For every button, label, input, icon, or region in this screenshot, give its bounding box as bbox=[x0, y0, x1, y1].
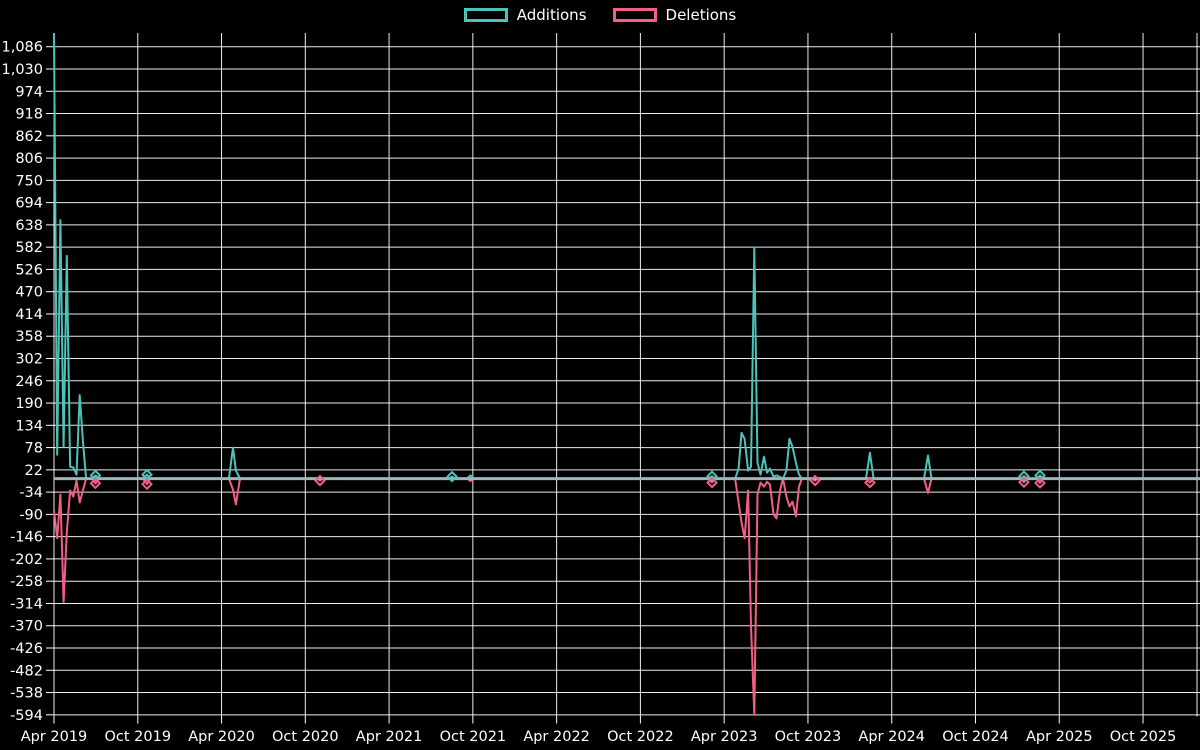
x-tick-label: Apr 2022 bbox=[523, 729, 590, 745]
x-tick-label: Oct 2020 bbox=[272, 729, 339, 745]
y-tick-label: 1,030 bbox=[1, 62, 43, 78]
legend-label-deletions: Deletions bbox=[665, 6, 737, 24]
deletions-point-marker bbox=[314, 474, 326, 487]
x-tick-label: Oct 2019 bbox=[104, 729, 171, 745]
y-tick-label: 694 bbox=[15, 196, 43, 212]
y-tick-label: -34 bbox=[19, 485, 43, 501]
y-tick-label: 134 bbox=[15, 418, 43, 434]
y-tick-label: 414 bbox=[15, 307, 43, 323]
y-tick-label: 470 bbox=[15, 285, 43, 301]
x-tick-label: Oct 2024 bbox=[942, 729, 1009, 745]
deletions-point-marker bbox=[864, 476, 876, 489]
deletions-swatch-icon bbox=[612, 8, 657, 22]
x-tick-label: Apr 2024 bbox=[858, 729, 925, 745]
y-tick-label: 582 bbox=[15, 240, 43, 256]
x-tick-label: Oct 2021 bbox=[440, 729, 507, 745]
additions-line bbox=[53, 33, 1198, 480]
chart-legend: Additions Deletions bbox=[0, 7, 1200, 23]
x-tick-label: Oct 2025 bbox=[1110, 729, 1177, 745]
x-tick-label: Apr 2021 bbox=[356, 729, 423, 745]
y-tick-label: 302 bbox=[15, 352, 43, 368]
y-tick-label: -258 bbox=[10, 574, 43, 590]
x-tick-label: Apr 2019 bbox=[21, 729, 88, 745]
y-tick-label: -146 bbox=[10, 530, 43, 546]
deletions-point-marker bbox=[89, 477, 102, 490]
y-tick-label: 526 bbox=[15, 262, 43, 278]
additions-point-marker bbox=[446, 470, 458, 483]
y-tick-label: -482 bbox=[10, 663, 43, 679]
y-tick-label: 358 bbox=[15, 329, 43, 345]
legend-item-deletions[interactable]: Deletions bbox=[612, 6, 737, 24]
deletions-point-marker bbox=[706, 476, 718, 489]
deletions-point-marker bbox=[1034, 477, 1046, 489]
x-tick-label: Apr 2025 bbox=[1026, 729, 1093, 745]
legend-label-additions: Additions bbox=[516, 6, 587, 24]
deletions-point-marker bbox=[141, 478, 153, 491]
y-tick-label: 190 bbox=[15, 396, 43, 412]
y-tick-label: 638 bbox=[15, 218, 43, 234]
x-tick-label: Apr 2023 bbox=[691, 729, 758, 745]
y-tick-label: 1,086 bbox=[1, 40, 43, 56]
y-tick-label: 246 bbox=[15, 374, 43, 390]
y-tick-label: 78 bbox=[25, 441, 43, 457]
deletions-point-marker bbox=[1018, 476, 1030, 489]
y-tick-label: -202 bbox=[10, 552, 43, 568]
x-tick-label: Oct 2023 bbox=[775, 729, 842, 745]
gridlines: 1,086 1,030 974 918 862 806 750 694 638 582 526 470… bbox=[1, 33, 1200, 745]
y-tick-label: -426 bbox=[10, 641, 43, 657]
y-tick-label: -314 bbox=[10, 596, 43, 612]
y-tick-label: 974 bbox=[15, 84, 43, 100]
y-tick-label: -90 bbox=[19, 507, 43, 523]
additions-swatch-icon bbox=[463, 8, 508, 22]
y-tick-label: 22 bbox=[25, 463, 43, 479]
additions-point-marker bbox=[1034, 469, 1046, 482]
y-tick-label: 918 bbox=[15, 107, 43, 123]
y-tick-label: -594 bbox=[10, 708, 43, 724]
y-tick-label: 862 bbox=[15, 129, 43, 145]
y-tick-label: 806 bbox=[15, 151, 43, 167]
y-tick-label: -538 bbox=[10, 686, 43, 702]
x-tick-label: Apr 2020 bbox=[188, 729, 255, 745]
deletions-point-marker bbox=[809, 474, 821, 487]
additions-point-marker bbox=[706, 470, 718, 483]
x-tick-label: Oct 2022 bbox=[607, 729, 674, 745]
additions-point-marker bbox=[1018, 470, 1030, 483]
y-tick-label: 750 bbox=[15, 173, 43, 189]
y-tick-label: -370 bbox=[10, 619, 43, 635]
legend-item-additions[interactable]: Additions bbox=[463, 6, 587, 24]
